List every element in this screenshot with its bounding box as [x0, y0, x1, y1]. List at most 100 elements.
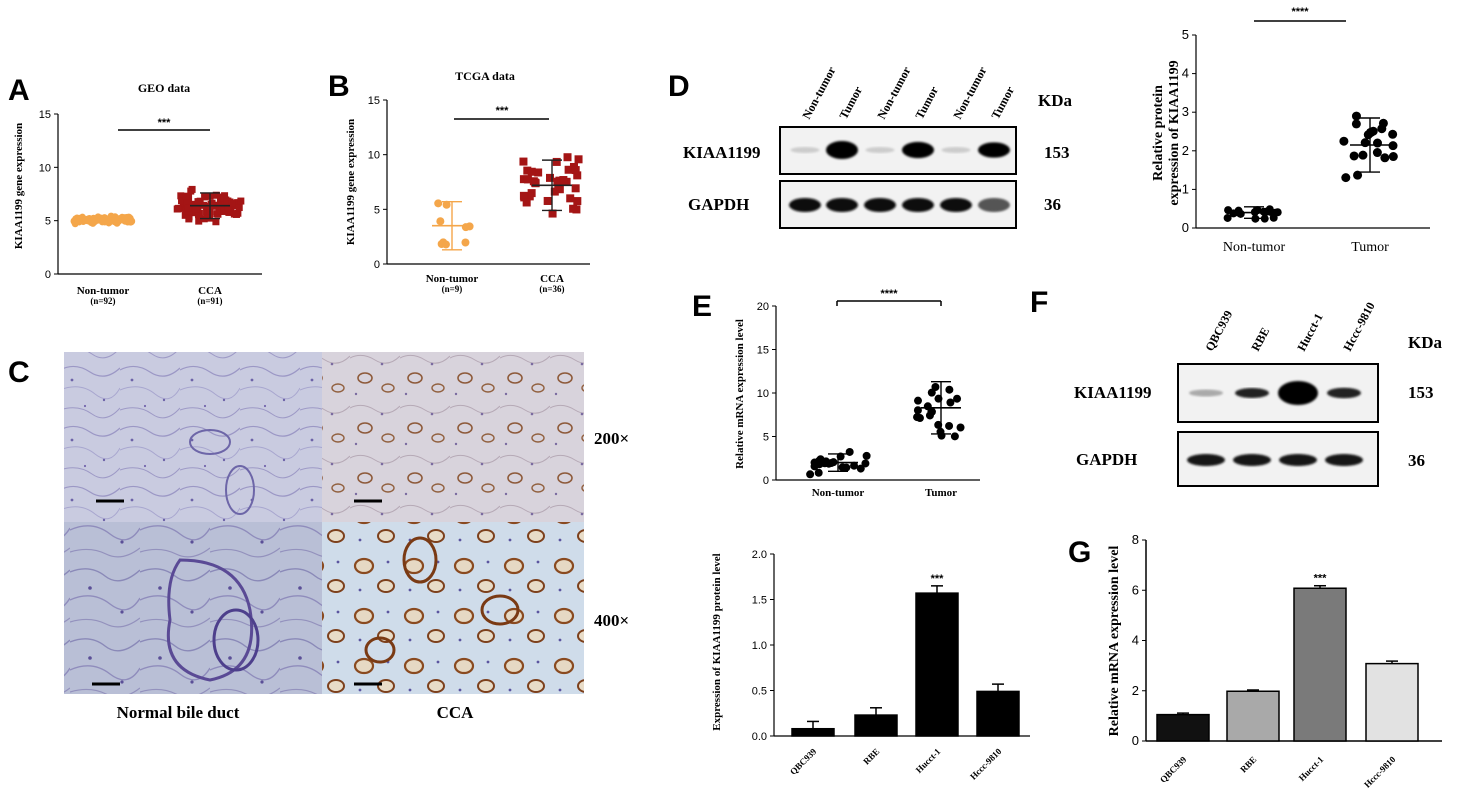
magnification-400x: 400×: [594, 611, 629, 630]
duct-outline: [189, 429, 231, 455]
band-gapdh: [1279, 454, 1317, 466]
panel-letter-e: E: [692, 290, 712, 323]
y-tick-label: 2: [1182, 143, 1189, 158]
blot-gapdh: [779, 180, 1017, 229]
kda-label: KDa: [1038, 91, 1073, 110]
panel-b-title: TCGA data: [455, 69, 515, 83]
protein-kiaa1199: KIAA1199: [1074, 383, 1151, 402]
panel-a-group2-n: (n=91): [197, 296, 222, 306]
panel-a-cca-point: [194, 198, 202, 206]
y-tick-label: 1: [1182, 181, 1189, 196]
panel-a-cca-point: [235, 204, 243, 212]
panel-e-nontumor-point: [824, 459, 833, 468]
panel-d-sig: ****: [1291, 6, 1309, 18]
panel-a-cca-point: [195, 209, 203, 217]
y-tick-label: 15: [368, 95, 380, 107]
panel-b-cca-point: [571, 184, 580, 193]
y-tick-label: 15: [39, 109, 51, 121]
gland-outline: [402, 536, 438, 584]
panel-e-nontumor-point: [806, 470, 815, 479]
panel-a-cca-point: [187, 187, 195, 195]
panel-e-tumor-point: [945, 421, 954, 430]
panel-letter-a: A: [8, 74, 30, 107]
panel-e-tumor-point: [950, 432, 959, 441]
lane-label: Tumor: [836, 83, 865, 121]
panel-e-group2-label: Tumor: [925, 487, 957, 499]
panel-e-tumor-point: [946, 398, 955, 407]
gland-outline: [480, 594, 520, 626]
panel-e-sig: ****: [880, 288, 898, 300]
panel-d-nontumor-point: [1229, 209, 1238, 218]
panel-d-tumor-point: [1388, 141, 1398, 151]
panel-e-group1-label: Non-tumor: [812, 487, 865, 499]
panel-a-group2-label: CCA: [198, 285, 222, 297]
panel-b-cca-point: [569, 204, 578, 213]
lane-label: QBC939: [1202, 308, 1235, 353]
panel-b-cca-point: [545, 173, 554, 182]
panel-b-group2-n: (n=36): [539, 284, 564, 294]
panel-d-tumor-point: [1341, 173, 1351, 183]
panel-e-nontumor-point: [862, 451, 871, 460]
band-gapdh: [864, 198, 896, 212]
panel-e-nontumor-point: [845, 447, 854, 456]
y-tick-label: 2.0: [752, 549, 767, 561]
panel-b-cca-point: [559, 176, 568, 185]
panel-b-cca-point: [519, 191, 528, 200]
y-tick-label: 10: [757, 388, 769, 400]
panel-a-cca-point: [184, 204, 192, 212]
panel-d-ylabel-line1: Relative protein: [1151, 85, 1166, 181]
panel-e-nontumor-point: [861, 459, 870, 468]
panel-e-nontumor-point: [850, 461, 859, 470]
kda-36: 36: [1408, 451, 1425, 470]
lane-label: Non-tumor: [874, 64, 914, 122]
panel-g-ylabel: Relative mRNA expression level: [1107, 546, 1122, 737]
band-kiaa1199: [941, 147, 971, 153]
band-gapdh: [789, 198, 821, 212]
y-tick-label: 5: [763, 432, 769, 444]
panel-e-tumor-point: [927, 388, 936, 397]
y-tick-label: 0: [1182, 220, 1189, 235]
panel-b-cca-point: [573, 171, 582, 180]
panel-b-cca-point: [555, 185, 564, 194]
panel-e-tumor-point: [913, 413, 922, 422]
band-kiaa1199: [1278, 381, 1318, 405]
bar: [1156, 713, 1210, 742]
panel-a-cca-point: [192, 205, 200, 213]
panel-a-cca-point: [189, 209, 197, 217]
panel-d-group1-label: Non-tumor: [1223, 240, 1286, 255]
magnification-200x: 200×: [594, 429, 629, 448]
panel-d-tumor-point: [1380, 153, 1390, 163]
lane-label: Tumor: [912, 83, 941, 121]
y-tick-label: 10: [39, 162, 51, 174]
band-gapdh: [1233, 454, 1271, 466]
kda-153: 153: [1044, 143, 1070, 162]
panel-b-cca-point: [527, 167, 536, 176]
y-tick-label: 8: [1132, 532, 1139, 547]
panel-d-tumor-point: [1351, 111, 1361, 121]
band-kiaa1199: [1235, 388, 1269, 398]
panel-d-tumor-point: [1366, 128, 1376, 138]
panel-a-cca-point: [215, 207, 223, 215]
panel-b-cca-point: [574, 155, 583, 164]
band-kiaa1199: [865, 147, 895, 153]
y-tick-label: 0.5: [752, 686, 767, 698]
panel-d-tumor-point: [1351, 119, 1361, 129]
lane-label: Non-tumor: [799, 64, 839, 122]
category-label: QBC939: [1158, 754, 1189, 785]
panel-d-nontumor-point: [1260, 214, 1269, 223]
protein-gapdh: GAPDH: [1076, 450, 1137, 469]
lane-label: Hucct-1: [1294, 311, 1325, 353]
panel-b-cca-point: [519, 157, 528, 166]
panel-b-group1-label: Non-tumor: [426, 273, 479, 285]
panel-b-cca-point: [548, 209, 557, 218]
panel-f-bar-chart: Expression of KIAA1199 protein level 0.0…: [711, 549, 1030, 782]
band-gapdh: [978, 198, 1010, 212]
panel-d-nontumor-point: [1269, 213, 1278, 222]
y-tick-label: 4: [1132, 633, 1139, 648]
y-tick-label: 5: [1182, 27, 1189, 42]
protein-kiaa1199: KIAA1199: [683, 143, 760, 162]
panel-e-tumor-point: [927, 407, 936, 416]
panel-b-cca-point: [550, 187, 559, 196]
panel-b-cca-point: [522, 198, 531, 207]
